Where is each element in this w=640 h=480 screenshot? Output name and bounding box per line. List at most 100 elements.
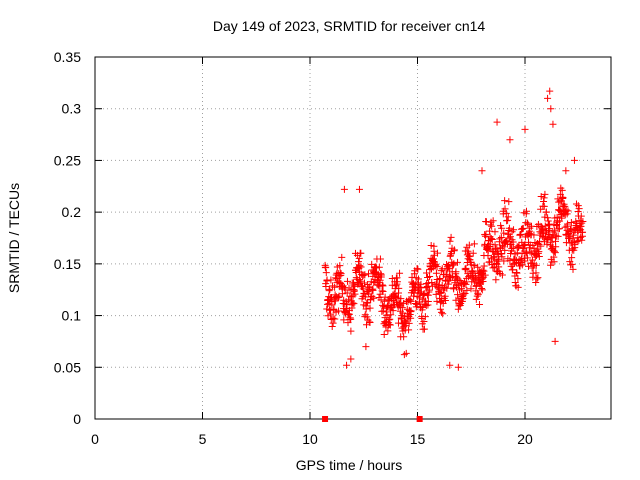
data-point (367, 293, 375, 301)
data-point (534, 274, 542, 282)
data-point (357, 249, 365, 257)
data-point (335, 307, 343, 315)
data-point (338, 290, 346, 298)
data-point (383, 311, 391, 319)
data-point (436, 289, 444, 297)
data-point (377, 270, 385, 278)
data-point (509, 261, 517, 269)
data-point (360, 279, 368, 287)
data-point (498, 224, 506, 232)
data-point (537, 242, 545, 250)
data-point (532, 261, 540, 269)
data-point (387, 311, 395, 319)
data-point (524, 254, 532, 262)
data-point (424, 291, 432, 299)
data-point (573, 237, 581, 245)
data-point (385, 316, 393, 324)
data-point (517, 230, 525, 238)
data-point (528, 256, 536, 264)
data-point (328, 323, 336, 331)
data-point (462, 280, 470, 288)
data-point (399, 309, 407, 317)
data-point (350, 300, 358, 308)
data-point (492, 276, 500, 284)
data-point (407, 307, 415, 315)
data-point (532, 279, 540, 287)
data-point (414, 275, 422, 283)
data-point (445, 264, 453, 272)
data-point (437, 267, 445, 275)
data-point (411, 299, 419, 307)
data-point (426, 273, 434, 281)
data-point (420, 289, 428, 297)
data-point (543, 240, 551, 248)
data-point (559, 194, 567, 202)
y-tick-label: 0.25 (54, 152, 81, 168)
x-tick-label: 10 (302, 431, 318, 447)
data-point (564, 220, 572, 228)
data-point (520, 244, 528, 252)
data-point (356, 277, 364, 285)
data-point (340, 185, 348, 193)
data-point (463, 286, 471, 294)
data-point (505, 198, 513, 206)
data-point (432, 269, 440, 277)
data-point (474, 263, 482, 271)
data-point (389, 307, 397, 315)
data-point (377, 271, 385, 279)
data-point (469, 249, 477, 257)
data-point (339, 282, 347, 290)
x-tick-label: 5 (199, 431, 207, 447)
data-point (530, 231, 538, 239)
data-point (347, 315, 355, 323)
data-point (357, 263, 365, 271)
data-point (524, 220, 532, 228)
data-point (541, 190, 549, 198)
data-point (504, 213, 512, 221)
data-point (569, 265, 577, 273)
data-point (433, 263, 441, 271)
data-point (474, 291, 482, 299)
data-point (550, 258, 558, 266)
data-point (544, 94, 552, 102)
data-point (488, 222, 496, 230)
data-point (562, 206, 570, 214)
data-point (443, 284, 451, 292)
data-point (521, 125, 529, 133)
data-point (541, 222, 549, 230)
data-point (474, 289, 482, 297)
data-point (470, 262, 478, 270)
data-point (544, 214, 552, 222)
data-point (386, 315, 394, 323)
data-point (562, 167, 570, 175)
data-point (348, 304, 356, 312)
data-point (460, 291, 468, 299)
data-point (457, 285, 465, 293)
data-point (568, 254, 576, 262)
data-point (354, 258, 362, 266)
data-point (325, 287, 333, 295)
data-point (578, 219, 586, 227)
data-point (365, 270, 373, 278)
data-point (470, 240, 478, 248)
data-point (366, 319, 374, 327)
data-point (486, 227, 494, 235)
x-axis-label: GPS time / hours (296, 457, 403, 473)
data-point (355, 254, 363, 262)
data-point (546, 87, 554, 95)
data-point (441, 297, 449, 305)
data-point (522, 207, 530, 215)
data-point (501, 205, 509, 213)
data-point (395, 284, 403, 292)
data-point (551, 227, 559, 235)
data-point (349, 299, 357, 307)
data-point (329, 319, 337, 327)
data-point (343, 277, 351, 285)
data-point (337, 270, 345, 278)
data-point (437, 308, 445, 316)
data-point (504, 216, 512, 224)
data-point (338, 253, 346, 261)
data-point (344, 296, 352, 304)
data-point (574, 202, 582, 210)
